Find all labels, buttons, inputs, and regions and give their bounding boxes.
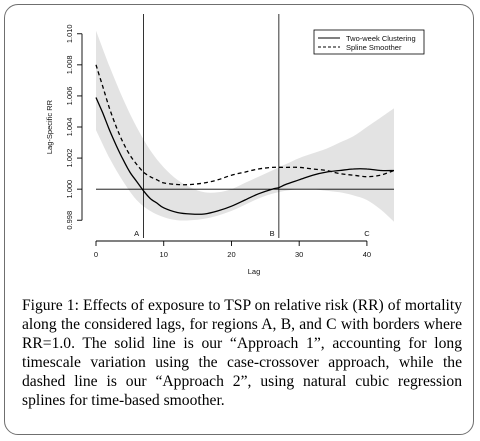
y-tick-label-6: 1.010	[65, 24, 74, 43]
x-tick-label-0: 0	[94, 250, 98, 259]
labels-layer: 0.998 1.000 1.002 1.004 1.006 1.008 1.010 0 10 20…	[45, 24, 371, 276]
legend-label-series-2: Spline Smoother	[346, 43, 402, 52]
x-tick-label-1: 10	[160, 250, 168, 259]
y-axis-title: Lag-Specific RR	[45, 99, 54, 154]
x-axis-title: Lag	[248, 267, 261, 276]
legend: Two-week Clustering Spline Smoother	[313, 29, 425, 55]
y-tick-label-3: 1.004	[65, 118, 74, 137]
series-layer	[95, 64, 395, 215]
y-tick-label-1: 1.000	[65, 180, 74, 199]
caption-text: Effects of exposure to TSP on relative r…	[22, 297, 462, 409]
y-tick-label-5: 1.008	[65, 55, 74, 74]
confidence-band	[96, 30, 394, 222]
reference-lines-layer	[96, 14, 394, 238]
region-label-b: B	[270, 229, 275, 238]
axes-layer	[77, 33, 368, 246]
chart: 0.998 1.000 1.002 1.004 1.006 1.008 1.010 0 10 20…	[45, 14, 425, 276]
region-label-a: A	[134, 229, 139, 238]
figure-caption: Figure 1: Effects of exposure to TSP on …	[22, 296, 462, 410]
y-tick-label-2: 1.002	[65, 149, 74, 168]
legend-label-series-1: Two-week Clustering	[346, 34, 416, 43]
caption-label: Figure 1:	[22, 297, 79, 314]
series-line-2	[95, 64, 395, 186]
region-label-c: C	[364, 229, 370, 238]
x-tick-label-3: 30	[295, 250, 303, 259]
x-tick-label-2: 20	[227, 250, 235, 259]
y-tick-label-0: 0.998	[65, 211, 74, 230]
y-tick-label-4: 1.006	[65, 87, 74, 106]
confidence-band-layer	[96, 30, 394, 222]
x-tick-label-4: 40	[363, 250, 371, 259]
legend-box	[313, 29, 425, 55]
